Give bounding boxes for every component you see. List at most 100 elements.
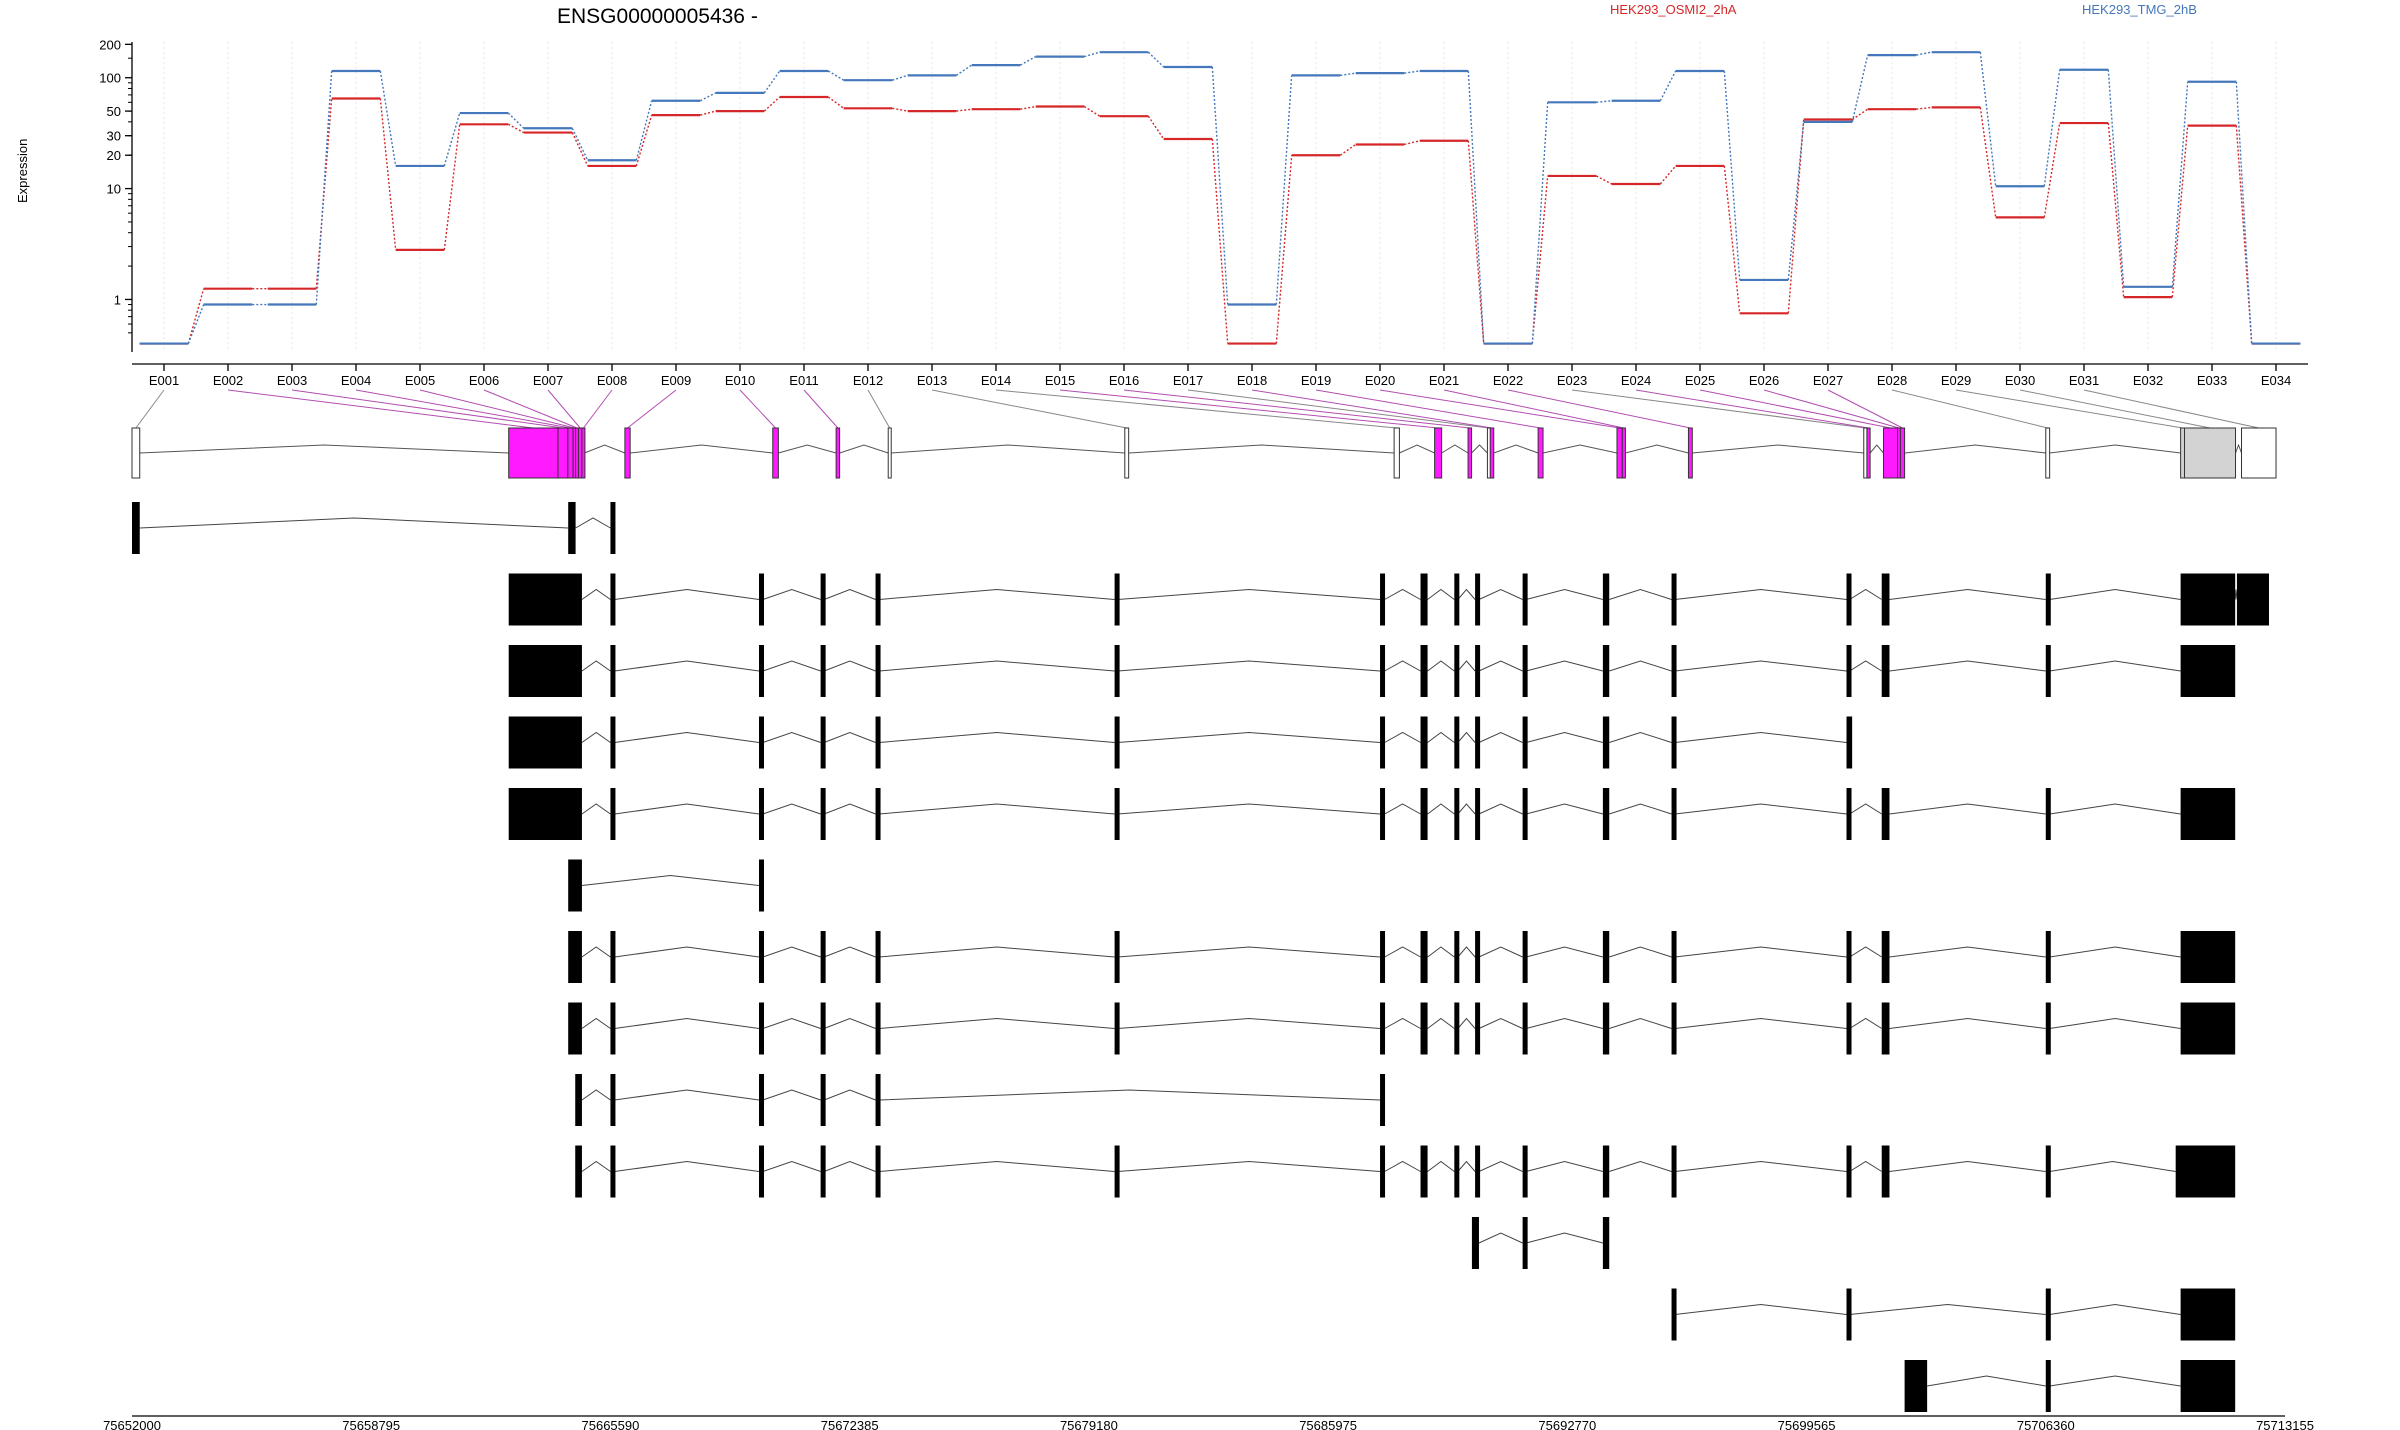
transcript-intron bbox=[879, 803, 1115, 815]
series-1-connector bbox=[1851, 108, 1869, 121]
intron-line bbox=[839, 444, 889, 454]
transcript-intron bbox=[2049, 588, 2181, 600]
transcript-intron bbox=[1478, 803, 1523, 815]
transcript-exon bbox=[820, 931, 826, 983]
transcript-intron bbox=[1849, 588, 1882, 600]
transcript-exon bbox=[1454, 573, 1460, 626]
transcript-intron bbox=[581, 660, 611, 672]
transcript-intron bbox=[2234, 589, 2238, 600]
exon-bin-E024 bbox=[1866, 427, 1871, 479]
transcript-exon bbox=[610, 502, 616, 554]
series-1-connector bbox=[1083, 105, 1101, 117]
coordinate-tick-label: 75679180 bbox=[1060, 1418, 1118, 1430]
intron-line bbox=[1128, 444, 1395, 454]
transcript-intron bbox=[581, 588, 611, 600]
x-tick-label: E019 bbox=[1301, 373, 1331, 388]
series-1-connector bbox=[1147, 115, 1165, 140]
transcript-exon bbox=[1846, 931, 1852, 983]
transcript-exon bbox=[820, 1074, 826, 1126]
transcript-exon bbox=[1522, 1145, 1528, 1198]
transcript-exon bbox=[2180, 1360, 2236, 1412]
transcript-intron bbox=[1609, 1017, 1672, 1029]
transcript-exon bbox=[1420, 1145, 1428, 1198]
series-1-connector bbox=[1979, 107, 1997, 218]
transcript-intron bbox=[1849, 946, 1882, 958]
transcript-intron bbox=[614, 588, 760, 600]
transcript-intron bbox=[1117, 660, 1381, 672]
transcript-exon bbox=[820, 716, 826, 769]
transcript-intron bbox=[614, 1089, 760, 1101]
transcript-intron bbox=[823, 1017, 876, 1029]
series-2-connector bbox=[1019, 56, 1037, 66]
series-2-connector bbox=[1211, 66, 1229, 305]
x-tick-label: E004 bbox=[341, 373, 371, 388]
intron-line bbox=[890, 444, 1125, 454]
transcript-exon bbox=[1881, 931, 1890, 983]
transcript-intron bbox=[1675, 731, 1847, 743]
transcript-intron bbox=[1889, 1017, 2046, 1029]
x-tick-label: E022 bbox=[1493, 373, 1523, 388]
transcript-intron bbox=[762, 1017, 821, 1029]
transcript-intron bbox=[1526, 1160, 1604, 1172]
y-tick-label: 30 bbox=[107, 129, 121, 144]
transcript-exon bbox=[1881, 1002, 1890, 1055]
transcript-exon bbox=[759, 645, 765, 697]
transcript-intron bbox=[1478, 1160, 1523, 1172]
series-1-connector bbox=[1467, 140, 1485, 344]
legend-entry-series-2: HEK293_TMG_2hB bbox=[2082, 2, 2197, 17]
exon-bin-E002 bbox=[508, 427, 559, 479]
transcript-exon bbox=[1475, 788, 1481, 840]
transcript-intron bbox=[1384, 731, 1421, 743]
exon-bin-E015 bbox=[1434, 427, 1443, 479]
transcript-intron bbox=[1609, 946, 1672, 958]
series-1-connector bbox=[1659, 165, 1677, 185]
transcript-exon bbox=[2045, 645, 2051, 697]
transcript-exon bbox=[759, 788, 765, 840]
transcript-exon bbox=[875, 1074, 881, 1126]
transcript-intron bbox=[1384, 1017, 1421, 1029]
transcript-exon bbox=[508, 573, 582, 626]
series-1-connector bbox=[763, 96, 781, 112]
transcript-intron bbox=[1526, 1232, 1604, 1244]
intron-line bbox=[1904, 444, 2046, 454]
x-tick-label: E029 bbox=[1941, 373, 1971, 388]
exon-connector-E007 bbox=[547, 389, 581, 429]
exon-bin-E012 bbox=[887, 427, 892, 479]
transcript-exon bbox=[610, 1074, 616, 1126]
transcript-exon bbox=[1846, 788, 1852, 840]
transcript-exon bbox=[1846, 573, 1852, 626]
transcript-exon bbox=[1114, 931, 1120, 983]
exon-bin-E018 bbox=[1489, 427, 1495, 479]
series-2-connector bbox=[2235, 81, 2253, 344]
y-axis-label: Expression bbox=[15, 139, 30, 203]
series-2-connector bbox=[1531, 102, 1549, 344]
transcript-intron bbox=[581, 731, 611, 743]
exon-connector-E010 bbox=[739, 389, 776, 429]
x-tick-label: E034 bbox=[2261, 373, 2291, 388]
series-2-connector bbox=[2107, 69, 2125, 287]
transcript-exon bbox=[875, 573, 881, 626]
exon-bin-E011 bbox=[835, 427, 841, 479]
transcript-exon bbox=[1671, 573, 1677, 626]
transcript-exon bbox=[1380, 573, 1386, 626]
exon-bin-E004 bbox=[567, 427, 574, 479]
transcript-exon bbox=[759, 716, 765, 769]
transcript-intron bbox=[1849, 803, 1882, 815]
transcript-exon bbox=[1454, 645, 1460, 697]
transcript-exon bbox=[759, 1002, 765, 1055]
transcript-intron bbox=[1117, 588, 1381, 600]
exon-bin-E003 bbox=[557, 427, 569, 479]
transcript-exon bbox=[1454, 788, 1460, 840]
exon-bin-E020 bbox=[1616, 427, 1623, 479]
series-1-connector bbox=[1723, 165, 1741, 314]
transcript-intron bbox=[1384, 1160, 1421, 1172]
transcript-exon bbox=[508, 788, 582, 840]
intron-line bbox=[1493, 444, 1539, 454]
series-2-connector bbox=[1916, 51, 1932, 56]
transcript-intron bbox=[879, 946, 1115, 958]
transcript-intron bbox=[823, 1160, 876, 1172]
y-tick-label: 10 bbox=[107, 182, 121, 197]
transcript-exon bbox=[1475, 1145, 1481, 1198]
transcript-exon bbox=[2236, 573, 2269, 626]
transcript-intron bbox=[1457, 588, 1476, 600]
